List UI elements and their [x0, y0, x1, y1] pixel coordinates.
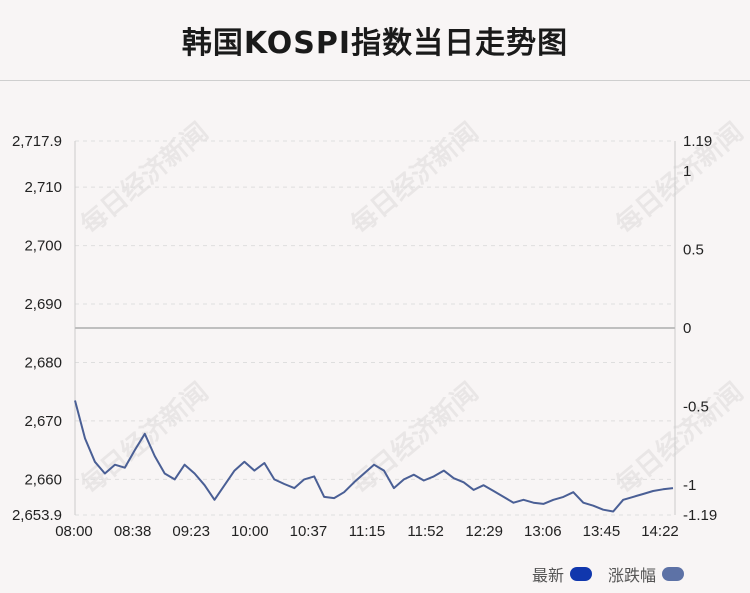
y-right-tick-3: 0 [683, 320, 691, 337]
x-tick-5: 11:15 [349, 523, 385, 540]
x-tick-3: 10:00 [231, 523, 269, 540]
y-left-tick-3: 2,690 [24, 296, 62, 313]
y-right-tick-1: 1 [683, 163, 691, 180]
y-right-tick-4: -0.5 [683, 399, 709, 416]
legend-swatch-change [662, 567, 685, 581]
y-left-tick-0: 2,717.9 [12, 133, 62, 150]
x-tick-0: 08:00 [55, 523, 93, 540]
x-tick-1: 08:38 [114, 523, 152, 540]
x-tick-8: 13:06 [524, 523, 562, 540]
legend-swatch-latest [570, 567, 593, 581]
y-right-tick-0: 1.19 [683, 133, 712, 150]
y-left-tick-6: 2,660 [24, 471, 62, 488]
y-left-tick-1: 2,710 [24, 179, 62, 196]
title-divider [0, 80, 750, 81]
x-tick-4: 10:37 [290, 523, 328, 540]
x-tick-2: 09:23 [172, 523, 210, 540]
legend-item-change[interactable]: 涨跌幅 [608, 562, 685, 586]
y-left-tick-5: 2,670 [24, 413, 62, 430]
x-tick-10: 14:22 [641, 523, 679, 540]
y-left-tick-7: 2,653.9 [12, 507, 62, 524]
watermark-5: 每日经济新闻 [610, 376, 749, 500]
legend-label-latest: 最新 [532, 566, 565, 585]
y-left-tick-4: 2,680 [24, 354, 62, 371]
x-tick-7: 12:29 [465, 523, 503, 540]
watermark-0: 每日经济新闻 [75, 116, 214, 240]
watermark-2: 每日经济新闻 [610, 116, 749, 240]
series-line-latest [74, 400, 674, 513]
chart-title: 韩国KOSPI指数当日走势图 [181, 26, 569, 61]
y-right-tick-2: 0.5 [683, 241, 704, 258]
legend-item-latest[interactable]: 最新 [532, 562, 593, 586]
y-left-tick-2: 2,700 [24, 238, 62, 255]
y-right-tick-6: -1.19 [683, 507, 717, 524]
x-tick-9: 13:45 [583, 523, 621, 540]
x-tick-6: 11:52 [407, 523, 443, 540]
legend-label-change: 涨跌幅 [608, 566, 657, 585]
y-right-tick-5: -1 [683, 477, 696, 494]
watermark-3: 每日经济新闻 [75, 376, 214, 500]
watermark-1: 每日经济新闻 [345, 116, 484, 240]
